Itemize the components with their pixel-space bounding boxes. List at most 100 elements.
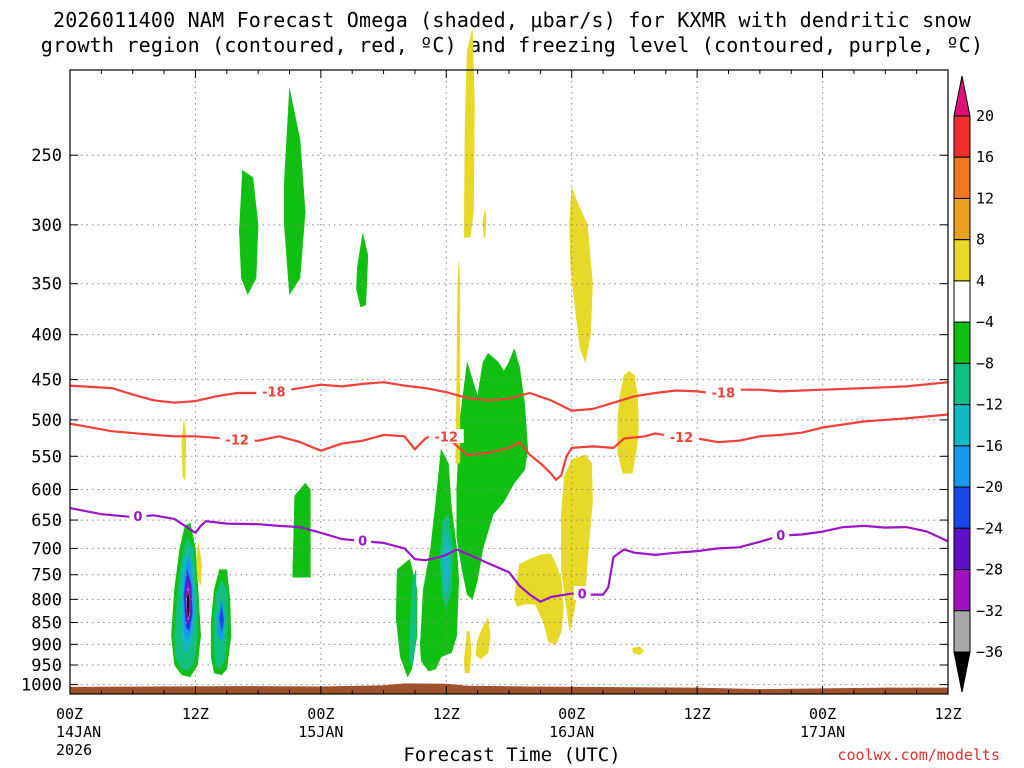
contour-label-bg: [354, 533, 372, 548]
colorbar-label: 16: [976, 148, 994, 166]
contour-label-0C: 0: [358, 535, 367, 550]
contour-label--18C: -18: [712, 386, 736, 401]
x-tick-label: 00Z: [307, 705, 334, 723]
contour-label-0C: 0: [776, 529, 785, 544]
y-tick-label-550: 550: [31, 447, 62, 467]
omega-colorbar: 20 16 12 8 4 −4 −8 −12 −16 −20 −24 −28 −32 −36: [953, 75, 1003, 693]
y-tick-label-300: 300: [31, 216, 62, 236]
x-tick-label: 12Z: [684, 705, 711, 723]
colorbar-box: [953, 362, 971, 406]
omega-region-12: [409, 569, 417, 666]
omega-region-4: [292, 482, 311, 578]
contour--12C: [69, 413, 949, 481]
colorbar-box: [953, 569, 971, 612]
colorbar-box: [953, 445, 971, 488]
colorbar-box: [953, 115, 971, 158]
contour-label--12C: -12: [435, 431, 459, 446]
omega-region-15: [442, 531, 450, 595]
y-tick-label-600: 600: [31, 481, 62, 501]
colorbar-label: −28: [976, 561, 1003, 579]
credit-link[interactable]: coolwx.com/modelts: [837, 746, 1000, 764]
colorbar-box: [953, 156, 971, 199]
x-axis-title: Forecast Time (UTC): [403, 744, 621, 766]
contour-label-bg: [428, 429, 464, 444]
colorbar-label: 20: [976, 107, 994, 125]
x-tick-date: 15JAN: [298, 723, 343, 741]
omega-region-25: [482, 209, 487, 238]
colorbar-box: [953, 280, 971, 323]
chart-title-line1: 2026011400 NAM Forecast Omega (shaded, μ…: [52, 8, 972, 32]
y-tick-label-950: 950: [31, 656, 62, 676]
omega-region-3: [356, 233, 369, 308]
x-tick-label: 00Z: [809, 705, 836, 723]
contour-label-bg: [663, 429, 699, 444]
contour-label--18C: -18: [262, 385, 286, 400]
omega-region-31: [475, 617, 491, 660]
x-tick-label: 00Z: [558, 705, 585, 723]
contour-label-bg: [129, 508, 147, 523]
y-tick-label-1000: 1000: [21, 676, 62, 696]
colorbar-box: [953, 239, 971, 282]
y-tick-label-750: 750: [31, 566, 62, 586]
colorbar-box: [953, 321, 971, 364]
y-tick-label-700: 700: [31, 539, 62, 559]
omega-region-5: [419, 448, 460, 672]
contour-label--12C: -12: [670, 431, 694, 446]
y-tick-label-850: 850: [31, 614, 62, 634]
colorbar-label: −12: [976, 396, 1003, 414]
y-tick-label-650: 650: [31, 511, 62, 531]
grid-lines: [69, 70, 949, 694]
y-tick-label-350: 350: [31, 275, 62, 295]
x-tick-date: 14JAN: [56, 723, 101, 741]
contour-0C: [69, 507, 949, 603]
contour-label-bg: [256, 383, 292, 398]
colorbar-label: −24: [976, 519, 1003, 537]
contour-label-0C: 0: [133, 510, 142, 525]
colorbar-triangle-bottom: [953, 651, 971, 693]
y-tick-label-250: 250: [31, 146, 62, 166]
colorbar-label: −16: [976, 437, 1003, 455]
omega-region-23: [186, 590, 190, 619]
colorbar-label: 12: [976, 189, 994, 207]
omega-region-24: [463, 29, 475, 238]
temperature-contours: -18 -18 -12 -12 -12 0 0 0 0: [69, 381, 949, 603]
contour-label-bg: [573, 586, 591, 601]
omega-region-34: [181, 419, 187, 481]
colorbar-box: [953, 610, 971, 653]
colorbar-label: −36: [976, 643, 1003, 661]
x-tick-label: 00Z: [56, 705, 83, 723]
x-tick-label: 12Z: [182, 705, 209, 723]
contour-label-0C: 0: [578, 588, 587, 603]
y-tick-label-500: 500: [31, 411, 62, 431]
colorbar-box: [953, 197, 971, 241]
x-tick-date: 16JAN: [549, 723, 594, 741]
colorbar-box: [953, 527, 971, 571]
colorbar-label: −8: [976, 354, 994, 372]
contour-label-bg: [705, 384, 741, 399]
omega-shading: [171, 29, 645, 678]
y-tick-label-400: 400: [31, 326, 62, 346]
chart-title-line2: growth region (contoured, red, ºC) and f…: [40, 33, 984, 57]
colorbar-box: [953, 404, 971, 447]
colorbar-label: 8: [976, 231, 985, 249]
contour-label-bg: [219, 431, 255, 446]
x-tick-date: 17JAN: [800, 723, 845, 741]
contour-label-bg: [772, 527, 790, 542]
colorbar-label: −20: [976, 478, 1003, 496]
y-tick-label-900: 900: [31, 635, 62, 655]
colorbar-triangle-top: [953, 75, 971, 117]
contour-label--12C: -12: [225, 433, 249, 448]
colorbar-label: 4: [976, 272, 985, 290]
colorbar-label: −32: [976, 602, 1003, 620]
x-tick-label: 12Z: [433, 705, 460, 723]
axes: 2503003504004505005506006507007508008509…: [21, 69, 962, 759]
omega-region-19: [219, 606, 224, 632]
y-tick-label-450: 450: [31, 371, 62, 391]
omega-region-1: [284, 88, 306, 296]
colorbar-label: −4: [976, 313, 994, 331]
omega-region-35: [631, 646, 645, 656]
omega-region-26: [569, 187, 593, 364]
omega-region-2: [239, 169, 259, 296]
colorbar-box: [953, 486, 971, 529]
